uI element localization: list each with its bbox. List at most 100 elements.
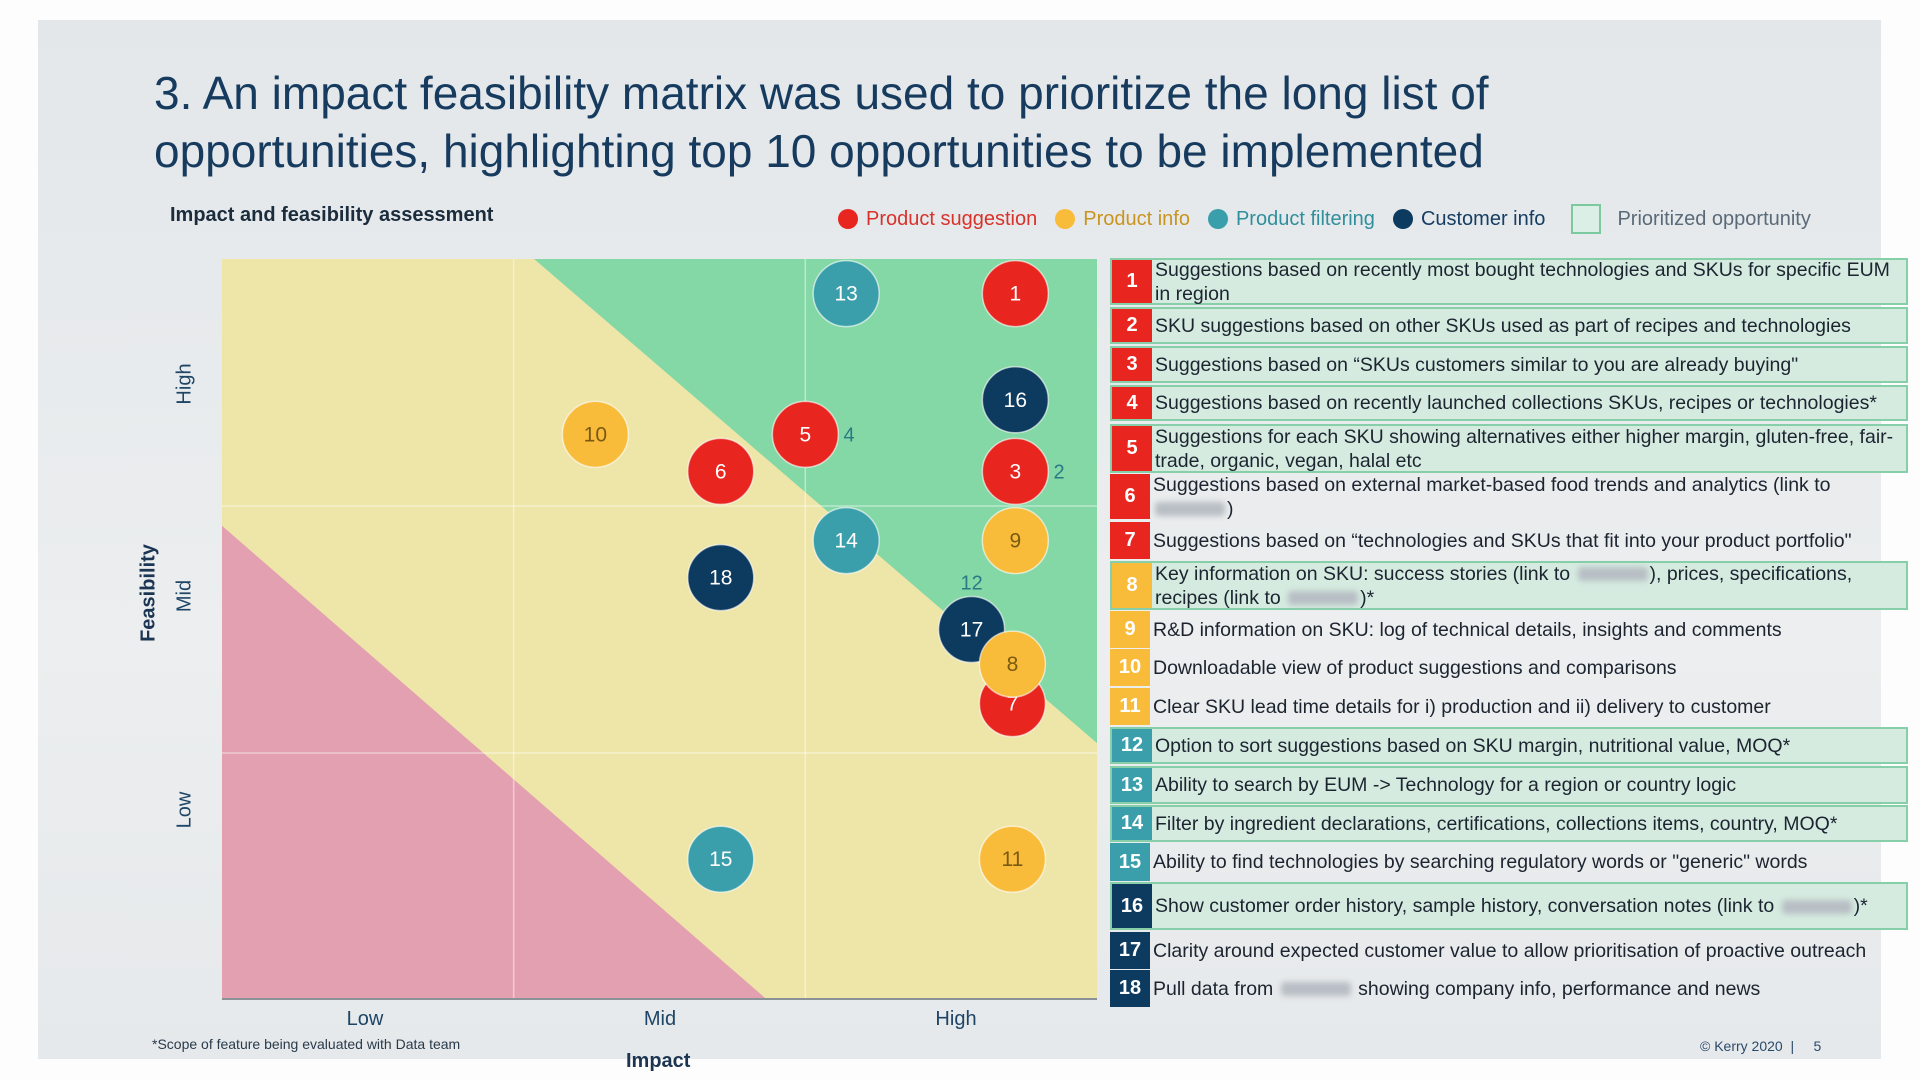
y-tick-mid: Mid [173, 579, 196, 613]
opportunity-text: Option to sort suggestions based on SKU … [1155, 734, 1791, 757]
point-label-4: 4 [844, 424, 855, 446]
legend-label: Product filtering [1235, 207, 1375, 230]
bubble-9 [981, 506, 1050, 575]
opportunity-row-3: 3 Suggestions based on “SKUs customers si… [1110, 346, 1908, 383]
opportunity-row-17: 17 Clarity around expected customer value… [1110, 932, 1908, 969]
opportunity-number-badge: 2 [1112, 309, 1152, 342]
bubble-15 [687, 825, 755, 893]
legend: Product suggestion Product info Product … [838, 204, 1811, 234]
impact-feasibility-matrix: 1 13 16 10 5 6 3 14 9 18 7 17 8 15 11 4 2 12 [222, 259, 1097, 1000]
opportunity-row-16: 16 Show customer order history, sample hi… [1110, 882, 1908, 930]
opportunity-number-badge: 4 [1112, 387, 1152, 419]
bubble-10 [561, 400, 630, 469]
x-tick-low: Low [346, 1008, 384, 1030]
legend-item-product-suggestion: Product suggestion [838, 208, 1037, 231]
bubble-label-10: 10 [584, 423, 607, 446]
opportunity-row-14: 14 Filter by ingredient declarations, cer… [1110, 805, 1908, 842]
opportunity-text: Suggestions based on external market-bas… [1153, 473, 1831, 520]
opportunity-row-2: 2 SKU suggestions based on other SKUs use… [1110, 307, 1908, 344]
legend-dot-icon [1392, 209, 1413, 229]
opportunity-row-4: 4 Suggestions based on recently launched … [1110, 385, 1908, 421]
bubble-label-1: 1 [1009, 283, 1021, 306]
opportunity-number-badge: 7 [1110, 522, 1150, 559]
point-label-2: 2 [1054, 461, 1065, 483]
opportunity-text: Suggestions based on “technologies and S… [1153, 529, 1852, 552]
point-label-12: 12 [960, 573, 982, 595]
y-tick-high: High [173, 363, 196, 405]
opportunity-text: Downloadable view of product suggestions… [1153, 656, 1677, 679]
bubble-label-13: 13 [834, 283, 857, 306]
bubble-18 [687, 543, 755, 612]
bubble-label-8: 8 [1007, 653, 1019, 676]
redacted-link [1577, 567, 1648, 582]
opportunity-text: Clarity around expected customer value t… [1153, 939, 1867, 962]
opportunity-text: SKU suggestions based on other SKUs used… [1155, 314, 1851, 337]
legend-item-customer-info: Customer info [1392, 208, 1545, 231]
opportunity-number-badge: 11 [1110, 688, 1150, 725]
legend-dot-icon [1055, 209, 1076, 229]
y-tick-low: Low [173, 791, 196, 829]
opportunity-text: Filter by ingredient declarations, certi… [1155, 812, 1838, 835]
bubble-5 [771, 400, 840, 469]
legend-item-product-filtering: Product filtering [1207, 207, 1375, 231]
opportunity-number-badge: 12 [1112, 729, 1152, 762]
bubble-label-5: 5 [799, 423, 811, 446]
redacted-link [1280, 982, 1351, 997]
bubble-label-3: 3 [1009, 460, 1021, 483]
opportunity-number-badge: 14 [1112, 807, 1152, 840]
bubble-8 [978, 630, 1047, 698]
legend-dot-icon [838, 209, 858, 229]
opportunity-number-badge: 17 [1110, 932, 1150, 969]
opportunity-number-badge: 8 [1112, 563, 1152, 608]
opportunity-text: Suggestions for each SKU showing alterna… [1155, 425, 1894, 472]
bubble-13 [812, 259, 880, 328]
opportunity-number-badge: 15 [1110, 843, 1150, 881]
bubble-label-17: 17 [960, 619, 983, 642]
opportunity-row-11: 11 Clear SKU lead time details for i) pro… [1110, 688, 1908, 725]
legend-item-prioritized: Prioritized opportunity [1563, 204, 1811, 234]
prioritized-box-icon [1571, 204, 1602, 234]
opportunity-number-badge: 1 [1112, 260, 1152, 303]
title-line-2: opportunities, highlighting top 10 oppor… [154, 125, 1484, 177]
redacted-link [1155, 502, 1225, 517]
opportunity-text: Suggestions based on recently most bough… [1155, 258, 1890, 305]
opportunity-row-9: 9 R&D information on SKU: log of technica… [1110, 611, 1908, 648]
opportunity-text: Key information on SKU: success stories … [1155, 562, 1853, 609]
bubble-label-16: 16 [1004, 389, 1027, 412]
bubble-16 [981, 366, 1050, 434]
opportunity-row-6: 6 Suggestions based on external market-ba… [1110, 473, 1908, 520]
bubble-label-7: 7 [1007, 693, 1019, 716]
chart-subtitle: Impact and feasibility assessment [170, 204, 494, 226]
legend-label: Product info [1083, 207, 1190, 230]
x-tick-mid: Mid [643, 1008, 677, 1030]
opportunity-row-13: 13 Ability to search by EUM -> Technology… [1110, 766, 1908, 804]
opportunity-number-badge: 10 [1110, 649, 1150, 686]
opportunity-number-badge: 13 [1112, 768, 1152, 802]
opportunity-text: Show customer order history, sample hist… [1155, 895, 1868, 917]
opportunity-number-badge: 9 [1110, 611, 1150, 648]
bubble-1 [981, 259, 1050, 328]
legend-label: Product suggestion [866, 207, 1038, 230]
legend-label: Prioritized opportunity [1617, 207, 1811, 230]
bubble-label-15: 15 [709, 848, 732, 871]
opportunity-text: Suggestions based on “SKUs customers sim… [1155, 353, 1799, 376]
bubble-label-6: 6 [715, 460, 727, 483]
copyright: © Kerry 2020 | 5 [1700, 1038, 1822, 1054]
opportunity-text: Pull data from showing company info, per… [1153, 977, 1761, 1000]
footnote: *Scope of feature being evaluated with D… [152, 1036, 461, 1052]
opportunity-text: R&D information on SKU: log of technical… [1153, 618, 1782, 641]
opportunity-row-10: 10 Downloadable view of product suggestio… [1110, 649, 1908, 686]
opportunity-text: Clear SKU lead time details for i) produ… [1153, 695, 1771, 718]
opportunity-row-5: 5 Suggestions for each SKU showing altern… [1110, 424, 1908, 473]
y-axis-title: Feasibility [137, 544, 160, 642]
bubble-label-18: 18 [709, 567, 732, 590]
opportunity-number-badge: 3 [1112, 348, 1152, 381]
opportunity-row-7: 7 Suggestions based on “technologies and … [1110, 522, 1908, 559]
bubble-label-9: 9 [1009, 530, 1021, 553]
opportunity-row-12: 12 Option to sort suggestions based on SK… [1110, 727, 1908, 764]
bubble-3 [981, 437, 1050, 506]
legend-dot-icon [1207, 209, 1228, 229]
zone-low-priority [222, 525, 768, 1000]
opportunity-row-1: 1 Suggestions based on recently most boug… [1110, 258, 1908, 305]
opportunity-number-badge: 5 [1112, 426, 1152, 471]
